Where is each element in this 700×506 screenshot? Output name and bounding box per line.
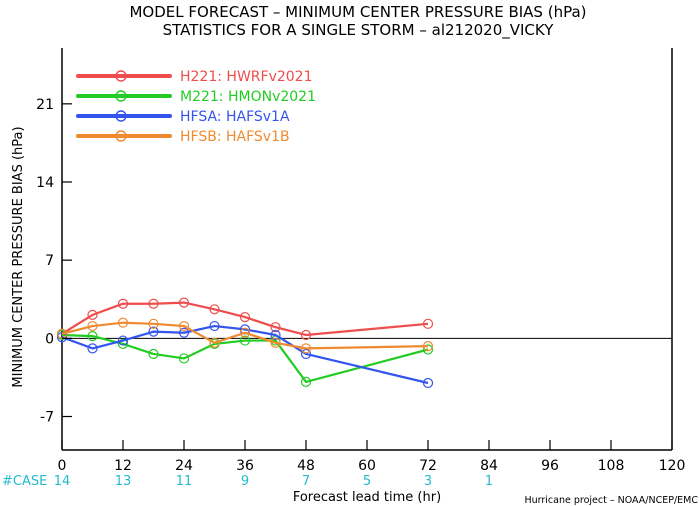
case-count: 14 xyxy=(54,474,71,489)
data-point xyxy=(56,332,68,343)
case-count: 1 xyxy=(485,474,493,489)
legend-swatch-marker xyxy=(115,130,127,142)
data-point xyxy=(148,318,159,329)
data-point xyxy=(117,338,129,350)
x-tick-label: 60 xyxy=(358,458,376,474)
data-point xyxy=(270,329,281,341)
data-point xyxy=(270,337,281,348)
series-layer xyxy=(56,297,434,389)
x-tick-label: 36 xyxy=(236,458,254,474)
data-point xyxy=(87,309,98,320)
data-point xyxy=(422,344,434,355)
series-line xyxy=(61,333,429,383)
y-tick-label: -7 xyxy=(40,410,54,426)
case-count: 9 xyxy=(241,474,249,489)
data-point xyxy=(117,298,129,309)
data-point xyxy=(270,322,281,333)
y-tick-label: 7 xyxy=(45,253,54,269)
legend: H221: HWRFv2021 M221: HMONv2021 HFSA: HAFS… xyxy=(76,69,316,145)
x-axis-label: Forecast lead time (hr) xyxy=(293,490,441,505)
legend-label: M221: HMONv2021 xyxy=(180,89,316,105)
data-point xyxy=(300,376,312,387)
y-tick-label: 0 xyxy=(45,331,54,347)
data-point xyxy=(239,335,251,346)
data-point xyxy=(209,320,220,332)
case-count: 11 xyxy=(176,474,193,489)
legend-swatch-marker xyxy=(115,110,127,122)
x-tick-label: 24 xyxy=(175,458,193,474)
data-point xyxy=(178,327,190,338)
case-count-row: #CASE 14 13 11 9 7 5 3 1 xyxy=(2,474,493,489)
x-tick-label: 96 xyxy=(541,458,559,474)
series-line xyxy=(61,321,429,350)
data-point xyxy=(87,320,98,332)
data-point xyxy=(422,341,434,352)
x-tick-label: 72 xyxy=(419,458,437,474)
y-tick-label: 14 xyxy=(36,175,54,191)
data-point xyxy=(209,337,220,348)
data-point xyxy=(117,317,129,328)
x-tick-label: 84 xyxy=(480,458,498,474)
y-tick-label: 21 xyxy=(36,97,54,113)
data-point xyxy=(422,377,434,389)
data-point xyxy=(209,304,220,315)
legend-swatch-marker xyxy=(115,70,127,82)
x-tick-label: 108 xyxy=(598,458,625,474)
chart-subtitle: STATISTICS FOR A SINGLE STORM – al212020… xyxy=(163,21,555,40)
case-count: 5 xyxy=(363,474,371,489)
data-point xyxy=(178,297,190,308)
data-point xyxy=(422,318,434,329)
legend-label: HFSA: HAFSv1A xyxy=(180,109,290,125)
series-line xyxy=(61,301,429,337)
case-count: 7 xyxy=(302,474,310,489)
data-point xyxy=(300,343,312,354)
data-point xyxy=(117,335,129,346)
x-axis-ticks: 0 12 24 36 48 60 72 84 96 108 120 xyxy=(58,440,686,474)
data-point xyxy=(148,326,159,337)
data-point xyxy=(87,331,98,342)
x-tick-label: 0 xyxy=(58,458,67,474)
legend-swatch-marker xyxy=(115,90,127,102)
x-tick-label: 120 xyxy=(659,458,686,474)
case-count: 3 xyxy=(424,474,432,489)
case-row-label: #CASE xyxy=(2,474,47,489)
legend-label: H221: HWRFv2021 xyxy=(180,69,312,85)
case-count: 13 xyxy=(115,474,132,489)
x-tick-label: 48 xyxy=(297,458,315,474)
legend-label: HFSB: HAFSv1B xyxy=(180,129,290,145)
series-line xyxy=(61,324,429,385)
data-point xyxy=(239,312,251,323)
plot-area xyxy=(61,48,673,451)
data-point xyxy=(148,348,159,360)
data-point xyxy=(239,327,251,338)
data-point xyxy=(148,298,159,309)
data-point xyxy=(178,320,190,332)
x-tick-label: 12 xyxy=(114,458,132,474)
y-axis-label: MINIMUM CENTER PRESSURE BIAS (hPa) xyxy=(11,126,26,387)
data-point xyxy=(178,353,190,364)
chart-title: MODEL FORECAST – MINIMUM CENTER PRESSURE… xyxy=(129,3,586,21)
credit-text: Hurricane project – NOAA/NCEP/EMC xyxy=(524,495,698,506)
y-axis-ticks: -7 0 7 14 21 xyxy=(36,97,72,426)
data-point xyxy=(87,343,98,354)
data-point xyxy=(300,329,312,341)
